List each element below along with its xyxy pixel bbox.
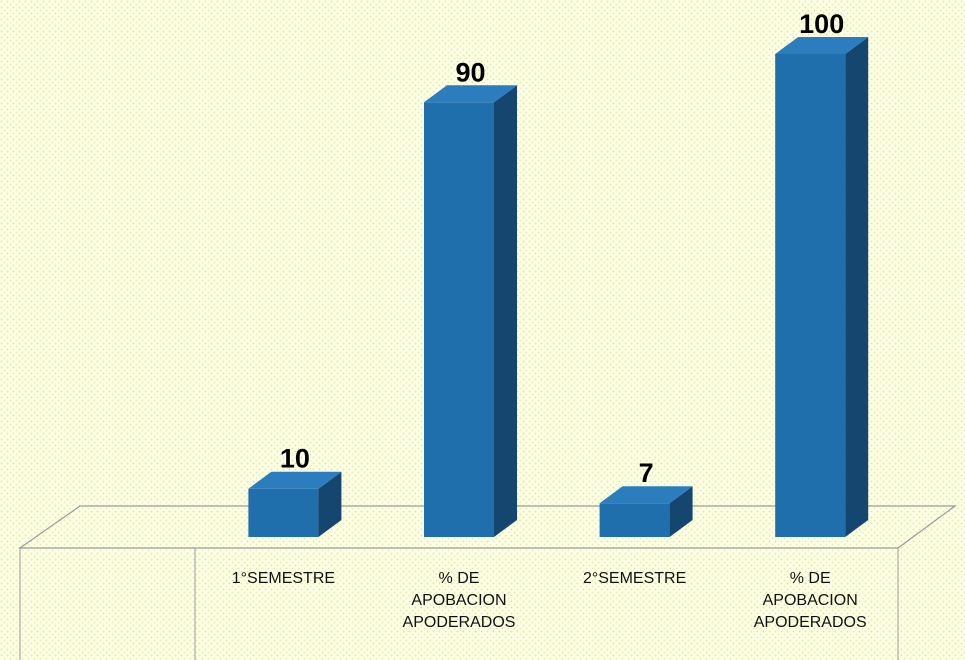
value-label: 7 [639, 458, 654, 488]
bar-top [248, 471, 342, 489]
bar-side [318, 471, 342, 537]
bar [599, 486, 693, 537]
bar-top [599, 486, 693, 504]
bar-front [599, 503, 670, 537]
x-tick-label: 2°SEMESTRE [582, 570, 687, 587]
x-tick-label: % DE APOBACION APODERADOS [402, 570, 516, 631]
bar [424, 85, 517, 538]
bar-side [494, 85, 517, 538]
bar-front [775, 54, 846, 537]
x-tick-label: % DE APOBACION APODERADOS [753, 570, 867, 631]
bar-front [424, 102, 494, 538]
floor [18, 505, 957, 549]
bar-front [248, 488, 319, 537]
bar [775, 37, 869, 537]
value-label: 100 [799, 9, 844, 39]
bar-top [775, 37, 869, 54]
bar-side [669, 486, 693, 537]
bar-top [424, 85, 517, 103]
value-label: 90 [455, 57, 485, 87]
x-tick-label: 1°SEMESTRE [231, 570, 336, 587]
bar-side [845, 37, 869, 537]
value-label: 10 [280, 444, 310, 474]
bar [248, 471, 342, 537]
